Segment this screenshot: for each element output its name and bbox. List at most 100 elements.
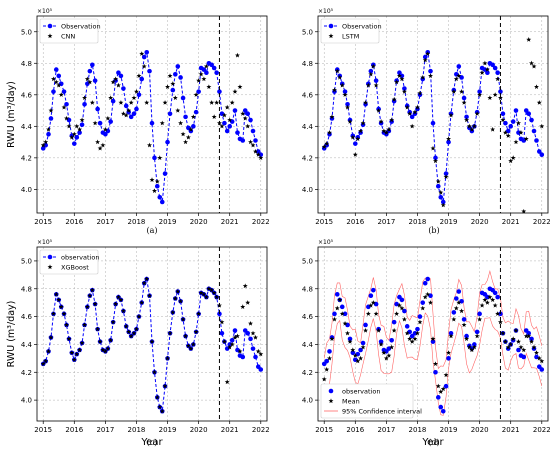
observation-point — [536, 149, 542, 154]
observation-point — [79, 122, 85, 128]
prediction-point — [329, 114, 335, 119]
observation-point — [126, 109, 131, 115]
prediction-point — [128, 333, 134, 339]
prediction-point — [422, 294, 428, 300]
prediction-point — [185, 134, 191, 140]
prediction-point — [355, 136, 361, 142]
prediction-point — [131, 95, 137, 101]
prediction-point — [420, 305, 426, 311]
prediction-point — [358, 355, 364, 361]
legend: observation Mean 95% Confidence interval — [320, 383, 422, 419]
x-tick-label: 2020 — [471, 426, 489, 434]
prediction-point — [235, 52, 240, 58]
prediction-point — [123, 112, 129, 118]
x-tick-label: 2019 — [159, 426, 177, 434]
observation-point — [464, 114, 469, 120]
observation-point — [40, 146, 46, 151]
x-tick-label: 2017 — [96, 218, 114, 226]
observation-point — [240, 354, 246, 360]
legend-observation-marker — [47, 254, 53, 260]
prediction-point — [128, 100, 134, 105]
observation-point — [428, 68, 433, 74]
prediction-point — [113, 301, 119, 307]
prediction-point — [79, 117, 85, 123]
observation-point — [404, 324, 410, 329]
prediction-point — [133, 326, 139, 332]
observation-point — [490, 62, 495, 68]
prediction-point — [474, 111, 480, 116]
prediction-point — [417, 90, 423, 96]
prediction-point — [126, 107, 132, 113]
observation-point — [391, 319, 397, 325]
x-tick-label: 2022 — [533, 426, 550, 434]
observation-point — [253, 138, 258, 143]
observation-point — [477, 311, 482, 317]
prediction-point — [386, 126, 392, 132]
observation-point — [183, 114, 188, 120]
prediction-point — [95, 326, 101, 332]
prediction-point — [378, 341, 384, 347]
y-tick-label: 5.0 — [21, 28, 32, 36]
prediction-point — [211, 290, 217, 296]
prediction-point — [53, 291, 59, 297]
x-tick-label: 2021 — [221, 426, 239, 434]
x-tick-label: 2018 — [128, 426, 146, 434]
observation-point — [422, 54, 428, 60]
prediction-point — [159, 120, 165, 126]
prediction-point — [495, 76, 501, 82]
prediction-point — [255, 152, 261, 157]
legend-prediction-marker — [328, 33, 334, 39]
observation-point — [373, 78, 379, 83]
prediction-point — [358, 128, 364, 134]
observation-point — [159, 199, 165, 205]
prediction-point — [144, 100, 150, 105]
x-tick-label: 2019 — [440, 218, 458, 226]
prediction-point — [407, 111, 413, 116]
observation-point — [201, 67, 207, 72]
observation-point — [420, 76, 426, 82]
observation-point — [77, 130, 82, 135]
observation-point — [248, 336, 253, 342]
prediction-point — [165, 84, 171, 90]
prediction-point — [136, 314, 142, 319]
observation-point — [332, 89, 337, 94]
prediction-point — [139, 300, 145, 305]
y-tick-label: 4.8 — [302, 60, 313, 68]
prediction-point — [394, 79, 400, 85]
prediction-point — [152, 188, 157, 194]
y-axis-label: RWU (m³/day) — [6, 81, 17, 148]
legend-box — [39, 249, 99, 275]
observation-point — [248, 117, 253, 123]
prediction-point — [147, 142, 152, 148]
prediction-point — [180, 131, 186, 137]
prediction-point — [224, 379, 230, 385]
prediction-point — [248, 320, 253, 326]
prediction-point — [250, 330, 256, 336]
prediction-point — [221, 339, 227, 344]
prediction-point — [175, 288, 181, 294]
prediction-point — [214, 100, 220, 105]
prediction-point — [64, 115, 69, 121]
prediction-point — [178, 120, 184, 126]
prediction-point — [115, 82, 121, 88]
prediction-point — [417, 319, 423, 325]
observation-point — [389, 119, 394, 124]
observation-point — [363, 322, 368, 328]
prediction-point — [448, 112, 454, 118]
prediction-point — [120, 308, 126, 314]
prediction-point — [339, 82, 345, 88]
legend-label: observation — [342, 388, 380, 396]
prediction-point — [224, 104, 230, 110]
observation-point — [332, 311, 337, 317]
prediction-point — [446, 136, 452, 142]
prediction-point — [539, 123, 545, 129]
prediction-point — [412, 336, 418, 341]
prediction-point — [242, 283, 248, 289]
observation-point — [157, 194, 163, 200]
prediction-point — [87, 293, 93, 298]
prediction-point — [190, 114, 196, 119]
prediction-point — [221, 112, 227, 118]
prediction-point — [170, 81, 176, 86]
prediction-point — [516, 339, 521, 344]
observation-point — [342, 89, 348, 94]
